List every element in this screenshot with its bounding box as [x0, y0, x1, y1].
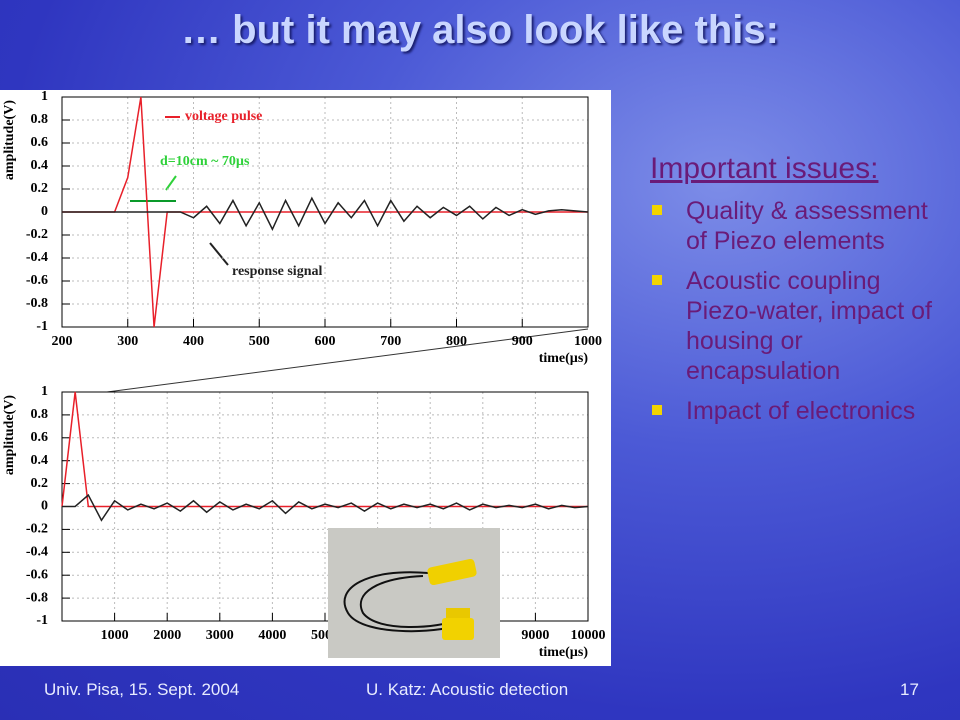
- y-tick-label: -0.4: [26, 250, 48, 265]
- x-tick-label: 500: [249, 334, 270, 349]
- y-axis-label: amplitude(V): [2, 395, 17, 475]
- y-tick-label: 0.2: [31, 181, 49, 196]
- footer-center: U. Katz: Acoustic detection: [366, 680, 569, 699]
- footer-page: 17: [900, 680, 919, 699]
- y-tick-label: -0.4: [26, 545, 48, 560]
- x-tick-label: 4000: [258, 628, 286, 643]
- y-axis-label: amplitude(V): [2, 100, 17, 180]
- x-tick-label: 2000: [153, 628, 181, 643]
- plot-background: [0, 90, 611, 666]
- x-tick-label: 10000: [571, 628, 606, 643]
- x-tick-label: 800: [446, 334, 467, 349]
- y-tick-label: 0.6: [31, 135, 49, 150]
- arrow: [165, 175, 177, 191]
- bullet: Quality & assessment of Piezo elements: [650, 196, 945, 256]
- x-tick-label: 9000: [521, 628, 549, 643]
- x-tick-label: 3000: [206, 628, 234, 643]
- y-tick-label: 1: [41, 90, 48, 104]
- series-line: [62, 96, 588, 328]
- sensor-photo: [328, 528, 500, 658]
- series-label: voltage pulse: [185, 109, 262, 124]
- y-tick-label: -1: [36, 613, 48, 628]
- x-axis-label: time(µs): [539, 645, 589, 660]
- x-tick-label: 900: [512, 334, 533, 349]
- y-tick-label: 1: [41, 384, 48, 399]
- y-tick-label: -0.8: [26, 296, 48, 311]
- series-line: [62, 196, 589, 231]
- y-tick-label: -1: [36, 319, 48, 334]
- y-tick-label: -0.2: [26, 227, 48, 242]
- y-tick-label: 0: [41, 204, 48, 219]
- y-tick-label: 0.6: [31, 430, 49, 445]
- plots: -1 -0.8 -0.6 -0.4 -0.2 0 0.2 0.4 0.6 0.8 1 200 300 40…: [0, 90, 611, 666]
- y-tick-label: -0.2: [26, 522, 48, 537]
- issues-heading: Important issues:: [650, 152, 879, 185]
- footer-left: Univ. Pisa, 15. Sept. 2004: [44, 680, 240, 699]
- issues: Important issues: Quality & assessment o…: [650, 152, 945, 436]
- arrow: [209, 242, 229, 266]
- y-tick-label: 0.2: [31, 476, 49, 491]
- series-label: response signal: [232, 264, 322, 279]
- x-tick-label: 300: [117, 334, 138, 349]
- x-tick-label: 600: [315, 334, 336, 349]
- x-tick-label: 400: [183, 334, 204, 349]
- x-tick-label: 700: [380, 334, 401, 349]
- y-tick-label: 0.4: [31, 453, 49, 468]
- series-line: [62, 493, 589, 522]
- annotation: d=10cm ~ 70µs: [160, 154, 250, 169]
- y-tick-label: -0.8: [26, 590, 48, 605]
- y-tick-label: 0.4: [31, 158, 49, 173]
- bullet: Acoustic coupling Piezo-water, impact of…: [650, 266, 945, 386]
- bullet: Impact of electronics: [650, 396, 945, 426]
- x-tick-label: 1000: [101, 628, 129, 643]
- zoom-line: [106, 328, 589, 393]
- y-tick-label: -0.6: [26, 567, 48, 582]
- x-tick-label: 1000: [574, 334, 602, 349]
- y-tick-label: -0.6: [26, 273, 48, 288]
- y-tick-label: 0: [41, 499, 48, 514]
- y-tick-label: 0.8: [31, 407, 49, 422]
- slide-title: … but it may also look like this:: [181, 8, 779, 52]
- x-tick-label: 200: [52, 334, 73, 349]
- x-axis-label: time(µs): [539, 351, 589, 366]
- y-tick-label: 0.8: [31, 112, 49, 127]
